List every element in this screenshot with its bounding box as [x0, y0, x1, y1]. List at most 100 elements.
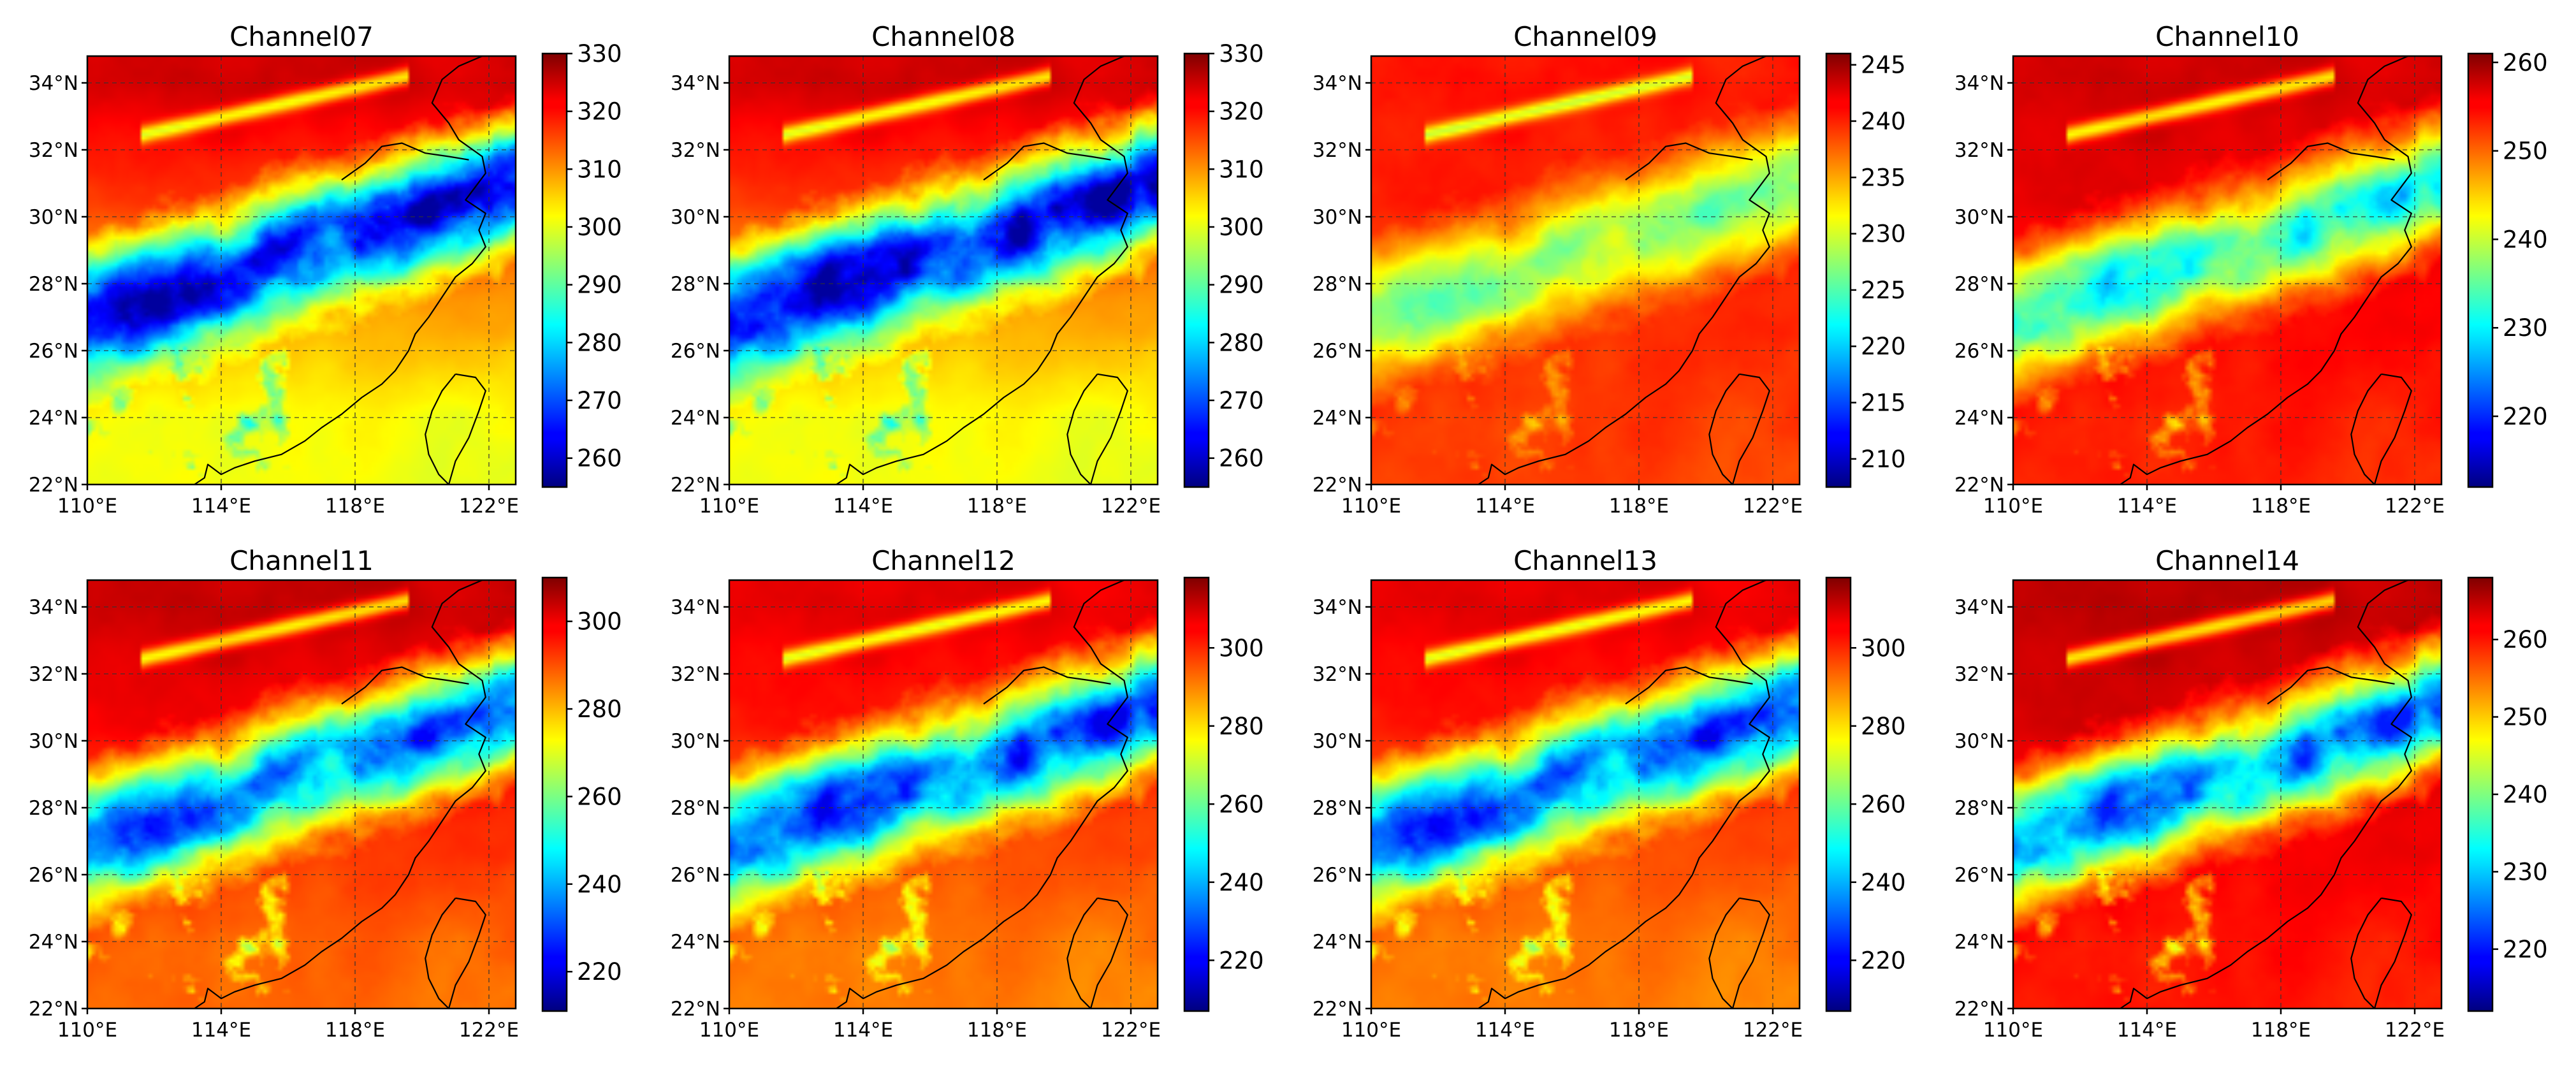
colorbar-tick-label: 230	[2503, 858, 2548, 885]
colorbar-tick-label: 310	[1219, 156, 1264, 183]
x-tick-label: 110°E	[57, 495, 117, 518]
coastline	[1478, 579, 1770, 1009]
colorbar-tick-label: 260	[577, 445, 622, 472]
x-tick-label: 118°E	[967, 495, 1027, 518]
river-line	[983, 666, 1111, 705]
colorbar-tick-label: 220	[2503, 403, 2548, 430]
y-tick-label: 28°N	[1954, 797, 2004, 820]
y-tick-label: 34°N	[1954, 72, 2004, 95]
y-tick-label: 24°N	[1954, 407, 2004, 430]
colorbar	[541, 52, 568, 488]
coastline	[1478, 55, 1770, 485]
river-line	[341, 666, 469, 705]
colorbar-tick-label: 250	[2503, 704, 2548, 731]
colorbar-tick-label: 225	[1861, 277, 1906, 304]
coastline	[836, 579, 1128, 1009]
y-tick-label: 24°N	[1313, 931, 1362, 954]
heatmap-image	[1371, 580, 1800, 1009]
x-tick-label: 118°E	[2251, 495, 2311, 518]
y-tick-label: 24°N	[29, 931, 78, 954]
x-tick-label: 110°E	[57, 1019, 117, 1042]
x-tick-label: 110°E	[1341, 495, 1401, 518]
x-tick-label: 122°E	[1101, 1019, 1161, 1042]
colorbar-tick-label: 240	[1219, 869, 1264, 896]
panel-title: Channel07	[229, 21, 374, 52]
colorbar-tick-label: 260	[1219, 445, 1264, 472]
x-tick-label: 118°E	[325, 1019, 385, 1042]
y-tick-label: 30°N	[671, 206, 720, 229]
x-tick-label: 114°E	[2117, 1019, 2177, 1042]
y-tick-label: 32°N	[1954, 663, 2004, 686]
colorbar-tick-label: 300	[1219, 634, 1264, 662]
x-tick-label: 110°E	[699, 495, 759, 518]
map-frame	[728, 579, 1159, 1010]
y-tick-label: 30°N	[1313, 730, 1362, 753]
panel-channel13: Channel13 110°E 114°E 118°E 122°E 22°N 24°N 26°…	[1313, 545, 1906, 1042]
panel-channel11: Channel11 110°E 114°E 118°E 122°E 22°N 24°N 26°…	[29, 545, 622, 1042]
y-tick-label: 30°N	[29, 730, 78, 753]
coastline	[194, 55, 486, 485]
coastline	[194, 579, 486, 1009]
x-tick-label: 118°E	[1609, 495, 1669, 518]
panel-title: Channel10	[2155, 21, 2299, 52]
y-tick-label: 22°N	[1954, 998, 2004, 1021]
y-tick-label: 34°N	[29, 72, 78, 95]
river-line	[2267, 142, 2395, 181]
x-tick-label: 110°E	[699, 1019, 759, 1042]
colorbar-tick-label: 330	[577, 40, 622, 68]
y-tick-label: 24°N	[1313, 407, 1362, 430]
y-tick-label: 28°N	[29, 273, 78, 296]
y-tick-label: 28°N	[29, 797, 78, 820]
x-tick-label: 118°E	[325, 495, 385, 518]
y-tick-label: 24°N	[671, 407, 720, 430]
heatmap-image	[729, 580, 1158, 1009]
panel-title: Channel13	[1513, 545, 1657, 576]
y-tick-label: 22°N	[29, 474, 78, 497]
colorbar-tick-label: 300	[577, 608, 622, 636]
colorbar-tick-label: 220	[1861, 947, 1906, 974]
x-tick-label: 122°E	[459, 495, 519, 518]
colorbar-tick-label: 270	[1219, 387, 1264, 414]
y-tick-label: 32°N	[671, 139, 720, 162]
colorbar-tick-label: 280	[1861, 713, 1906, 740]
colorbar-tick-label: 240	[1861, 108, 1906, 135]
river-line	[2267, 666, 2395, 705]
colorbar	[1183, 52, 1210, 488]
colorbar-tick-label: 240	[1861, 869, 1906, 896]
y-tick-label: 28°N	[1313, 797, 1362, 820]
x-tick-label: 118°E	[967, 1019, 1027, 1042]
colorbar-tick-label: 320	[1219, 98, 1264, 126]
colorbar-tick-label: 230	[1861, 221, 1906, 248]
y-tick-label: 26°N	[671, 340, 720, 363]
y-tick-label: 28°N	[671, 797, 720, 820]
colorbar	[1183, 576, 1210, 1012]
colorbar	[2467, 52, 2494, 488]
y-tick-label: 22°N	[29, 998, 78, 1021]
panel-title: Channel09	[1513, 21, 1657, 52]
colorbar-tick-label: 280	[1219, 329, 1264, 356]
panel-title: Channel12	[871, 545, 1015, 576]
x-tick-label: 114°E	[1475, 1019, 1535, 1042]
panel-channel08: Channel08 110°E 114°E 118°E 122°E 22°N 24°N 26°…	[671, 21, 1264, 518]
colorbar-tick-label: 260	[2503, 49, 2548, 76]
x-tick-label: 114°E	[191, 495, 251, 518]
y-tick-label: 30°N	[29, 206, 78, 229]
y-tick-label: 26°N	[1313, 864, 1362, 887]
colorbar-tick-label: 215	[1861, 390, 1906, 417]
colorbar-tick-label: 230	[2503, 314, 2548, 342]
y-tick-label: 22°N	[1313, 474, 1362, 497]
river-line	[1625, 666, 1753, 705]
colorbar-tick-label: 290	[1219, 272, 1264, 299]
y-tick-label: 28°N	[1313, 273, 1362, 296]
map-frame	[86, 55, 517, 486]
x-tick-label: 114°E	[833, 1019, 893, 1042]
y-tick-label: 32°N	[29, 139, 78, 162]
heatmap-image	[729, 56, 1158, 484]
y-tick-label: 28°N	[671, 273, 720, 296]
y-tick-label: 26°N	[671, 864, 720, 887]
y-tick-label: 26°N	[1954, 864, 2004, 887]
map-frame	[86, 579, 517, 1010]
panel-channel09: Channel09 110°E 114°E 118°E 122°E 22°N 24°N 26°…	[1313, 21, 1906, 518]
x-tick-label: 122°E	[2385, 495, 2445, 518]
